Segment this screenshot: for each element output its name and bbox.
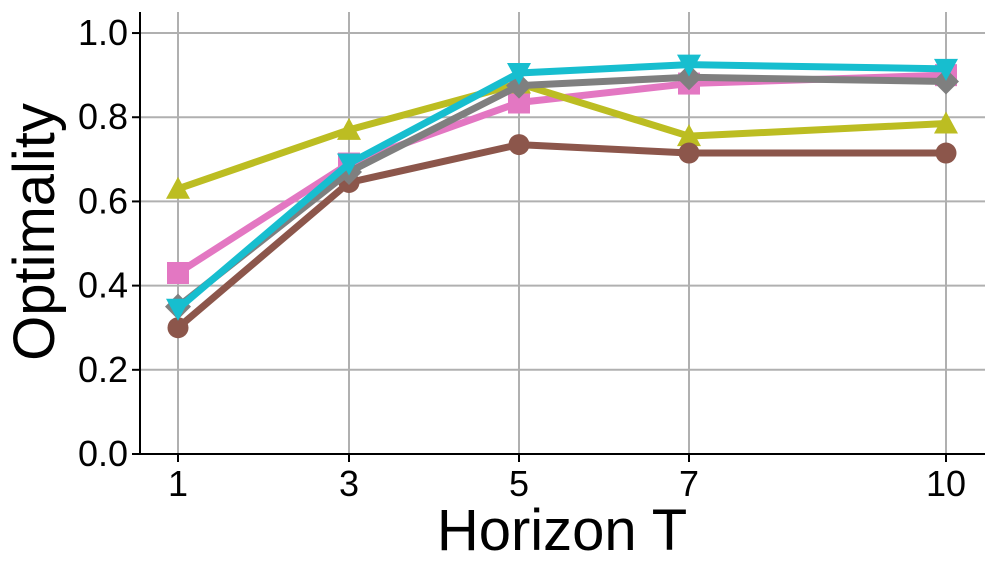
y-tick-label: 0.0	[78, 433, 128, 474]
data-point-triangle-down	[507, 63, 531, 86]
y-tick-label: 0.6	[78, 180, 128, 221]
data-point-triangle-down	[337, 153, 361, 176]
series-3	[165, 64, 959, 320]
data-point-diamond	[933, 68, 959, 95]
x-tick-label: 7	[679, 463, 699, 504]
x-tick-label: 5	[509, 463, 529, 504]
axes	[132, 12, 985, 462]
series-line	[174, 71, 950, 277]
tick-labels: 0.0 0.2 0.4 0.6 0.8 1.0 1 3 5 7 10	[78, 12, 966, 504]
data-point-triangle-up	[166, 176, 190, 199]
series-line	[174, 73, 950, 311]
data-point-square	[508, 91, 530, 114]
x-tick-label: 3	[339, 463, 359, 504]
series-group	[165, 54, 959, 339]
series-4	[166, 54, 958, 321]
series-line	[174, 61, 950, 313]
data-point-diamond	[676, 64, 702, 91]
data-point-triangle-down	[934, 58, 958, 81]
y-axis-title: Optimality	[2, 103, 67, 361]
x-tick-label: 10	[926, 463, 966, 504]
data-point-triangle-up	[934, 111, 958, 134]
y-tick-label: 1.0	[78, 12, 128, 53]
data-point-triangle-up	[677, 124, 701, 147]
y-tick-label: 0.8	[78, 96, 128, 137]
data-point-circle	[508, 134, 530, 156]
data-point-triangle-up	[337, 117, 361, 140]
series-line	[174, 80, 950, 193]
data-point-circle	[167, 317, 189, 339]
x-tick-label: 1	[168, 463, 188, 504]
series-line	[174, 141, 950, 332]
data-point-triangle-down	[677, 54, 701, 77]
data-point-circle	[678, 142, 700, 164]
y-tick-label: 0.2	[78, 349, 128, 390]
data-point-square	[167, 261, 189, 284]
data-point-triangle-down	[166, 298, 190, 321]
y-tick-label: 0.4	[78, 265, 128, 306]
series-2	[167, 134, 957, 339]
series-1	[166, 71, 958, 199]
data-point-circle	[935, 142, 957, 164]
x-axis-title: Horizon T	[437, 498, 687, 563]
